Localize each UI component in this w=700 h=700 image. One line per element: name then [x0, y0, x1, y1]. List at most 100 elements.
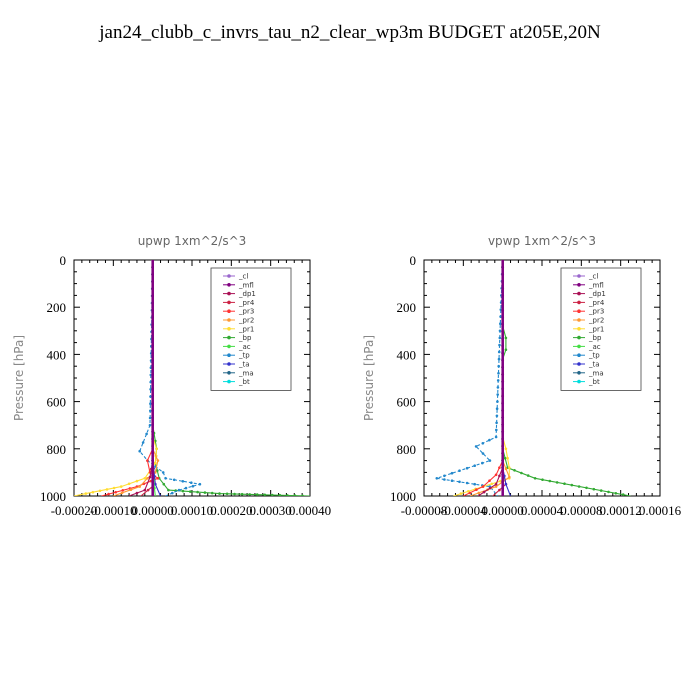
series-point-pr3	[468, 491, 472, 495]
series-point-bp	[263, 493, 267, 496]
x-tick-label: 0.00010	[171, 503, 213, 518]
legend-marker	[577, 300, 581, 305]
series-point-pr1	[112, 486, 116, 490]
series-point-tp	[181, 480, 185, 483]
series-point-bp	[286, 494, 289, 496]
series-point-pr2	[120, 491, 124, 495]
series-point-bp	[203, 491, 207, 494]
series-point-bp	[555, 481, 559, 484]
series-point-mfl	[151, 366, 154, 369]
series-point-mfl	[501, 373, 505, 376]
legend-label: _pr2	[238, 317, 254, 325]
series-point-mfl	[151, 408, 154, 412]
series-point-mfl	[501, 308, 505, 312]
series-point-mfl	[501, 323, 505, 326]
series-point-tp	[443, 478, 446, 481]
series-point-tp	[148, 423, 152, 427]
series-point-mfl	[501, 394, 505, 398]
series-point-bp	[301, 494, 304, 496]
series-point-tp	[497, 372, 500, 375]
series-point-pr1	[84, 492, 88, 495]
series-point-bp	[248, 493, 251, 496]
series-point-tp	[481, 461, 484, 465]
series-point-bp	[181, 489, 185, 493]
legend-label: _pr4	[238, 299, 255, 307]
series-point-mfl	[151, 337, 154, 341]
y-tick-label: 0	[410, 253, 417, 268]
series-point-bp	[607, 490, 610, 494]
legend-marker	[577, 379, 581, 384]
legend-marker	[227, 379, 231, 384]
series-line-pr3	[101, 260, 160, 496]
legend-marker	[577, 344, 581, 349]
series-point-pr2	[154, 471, 157, 474]
series-point-mfl	[501, 287, 505, 290]
series-point-tp	[497, 357, 501, 361]
legend-label: _bp	[588, 334, 602, 342]
series-point-bp	[548, 479, 552, 483]
series-point-pr3	[475, 488, 478, 492]
series-point-bp	[585, 486, 588, 490]
series-point-tp	[496, 400, 499, 403]
series-point-pr1	[98, 489, 102, 493]
series-point-pr1	[504, 447, 508, 451]
series-point-tp	[495, 428, 498, 432]
series-point-tp	[495, 407, 499, 411]
series-point-mfl	[151, 260, 154, 262]
series-point-bp	[513, 469, 516, 472]
y-tick-label: 600	[47, 395, 67, 410]
series-point-mfl	[151, 480, 154, 484]
series-point-bp	[278, 493, 282, 496]
series-point-tp	[450, 471, 454, 475]
y-tick-label: 400	[397, 347, 417, 362]
series-point-bp	[255, 493, 259, 496]
series-point-mfl	[151, 394, 154, 398]
series-point-mfl	[151, 273, 154, 276]
series-point-pr3	[121, 489, 125, 492]
series-point-pr1	[467, 490, 470, 493]
series-point-bp	[592, 487, 596, 491]
series-point-bp	[563, 482, 566, 486]
series-point-mfl	[501, 351, 505, 355]
series-point-pr1	[105, 488, 109, 491]
series-point-mfl	[151, 451, 154, 455]
series-point-bp	[156, 469, 159, 472]
series-point-mfl	[501, 430, 505, 433]
legend-marker	[227, 318, 231, 322]
series-point-dp1	[135, 491, 139, 495]
series-point-tp	[495, 414, 499, 418]
series-point-pr1	[508, 466, 511, 470]
series-point-bp	[504, 336, 508, 340]
series-point-mfl	[151, 416, 154, 419]
series-point-mfl	[501, 280, 505, 283]
series-point-tp	[496, 386, 500, 389]
series-point-tp	[494, 435, 498, 439]
series-point-pr3	[481, 485, 485, 488]
series-point-pr3	[498, 466, 501, 470]
legend-label: _ta	[588, 361, 600, 369]
series-point-pr1	[154, 461, 157, 465]
series-point-mfl	[501, 344, 505, 348]
series-point-mfl	[151, 387, 154, 391]
series-point-pr3	[107, 492, 110, 496]
series-point-tp	[184, 486, 188, 490]
legend-label: _pr2	[588, 317, 604, 325]
series-line-pr3	[463, 260, 504, 496]
series-point-tp	[499, 315, 502, 318]
series-point-pr3	[494, 473, 498, 477]
legend-marker	[227, 371, 231, 375]
y-tick-label: 1000	[40, 489, 66, 504]
series-point-tp	[435, 477, 439, 480]
series-point-mfl	[151, 466, 154, 469]
series-point-pr2	[494, 485, 498, 488]
series-point-tp	[465, 466, 469, 470]
series-point-tp	[488, 459, 492, 462]
series-point-mfl	[501, 401, 505, 405]
series-point-mfl	[501, 408, 505, 412]
series-point-pr1	[143, 477, 147, 480]
legend-label: _pr1	[588, 325, 604, 333]
series-point-mfl	[501, 466, 505, 469]
series-point-mfl	[151, 330, 154, 333]
series-point-bp	[533, 477, 537, 480]
legend-label: _dp1	[238, 290, 256, 298]
